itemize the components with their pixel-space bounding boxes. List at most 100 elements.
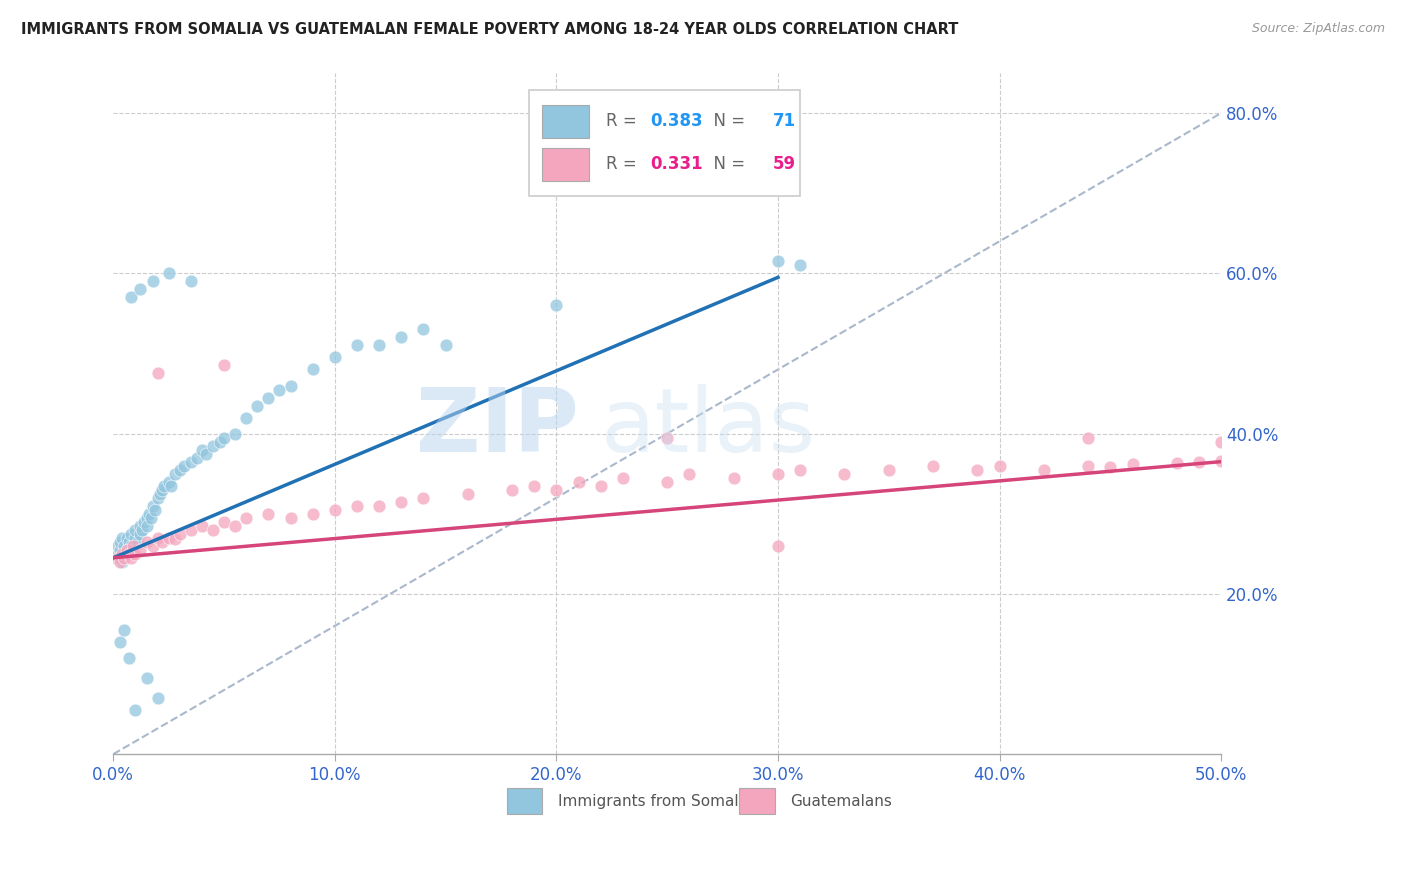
Point bbox=[546, 483, 568, 497]
Point bbox=[169, 463, 191, 477]
Point bbox=[142, 539, 165, 553]
Point bbox=[128, 282, 150, 296]
Text: N =: N = bbox=[703, 155, 749, 173]
Point bbox=[246, 399, 269, 413]
Point bbox=[723, 470, 745, 484]
Point bbox=[169, 526, 191, 541]
Point bbox=[160, 478, 183, 492]
Point bbox=[1077, 431, 1099, 445]
Point bbox=[120, 290, 142, 304]
Point bbox=[389, 330, 412, 344]
Text: Immigrants from Somalia: Immigrants from Somalia bbox=[558, 794, 752, 809]
Point bbox=[135, 518, 157, 533]
Text: Guatemalans: Guatemalans bbox=[790, 794, 891, 809]
Point bbox=[434, 338, 457, 352]
Point bbox=[115, 531, 138, 545]
Point bbox=[108, 542, 131, 557]
Text: atlas: atlas bbox=[600, 384, 815, 471]
Point bbox=[146, 491, 169, 505]
Point bbox=[128, 526, 150, 541]
Point bbox=[149, 486, 172, 500]
Point bbox=[212, 359, 235, 373]
Text: IMMIGRANTS FROM SOMALIA VS GUATEMALAN FEMALE POVERTY AMONG 18-24 YEAR OLDS CORRE: IMMIGRANTS FROM SOMALIA VS GUATEMALAN FE… bbox=[21, 22, 959, 37]
Point bbox=[111, 547, 134, 561]
Point bbox=[501, 483, 523, 497]
Point bbox=[568, 475, 591, 489]
Point bbox=[201, 439, 224, 453]
Point bbox=[108, 555, 131, 569]
Point bbox=[212, 431, 235, 445]
Point bbox=[122, 542, 145, 557]
Point bbox=[834, 467, 856, 481]
Point bbox=[346, 338, 368, 352]
Point bbox=[135, 534, 157, 549]
Point bbox=[142, 499, 165, 513]
Point bbox=[180, 274, 202, 288]
Point bbox=[1032, 463, 1054, 477]
Point bbox=[173, 458, 195, 473]
Point bbox=[108, 635, 131, 649]
Point bbox=[323, 502, 346, 516]
Point bbox=[118, 547, 141, 561]
Text: 71: 71 bbox=[772, 112, 796, 130]
Point bbox=[1166, 456, 1188, 470]
Point bbox=[118, 534, 141, 549]
Point bbox=[124, 531, 146, 545]
Point bbox=[1211, 434, 1233, 449]
Point bbox=[118, 547, 141, 561]
Point bbox=[280, 378, 302, 392]
Point bbox=[412, 491, 434, 505]
Point bbox=[766, 539, 789, 553]
Text: ZIP: ZIP bbox=[416, 384, 579, 471]
Point bbox=[1121, 457, 1143, 471]
Point bbox=[180, 455, 202, 469]
Point bbox=[146, 367, 169, 381]
Point bbox=[135, 671, 157, 685]
Point bbox=[612, 470, 634, 484]
Point bbox=[138, 507, 160, 521]
Point bbox=[146, 531, 169, 545]
Bar bbox=[740, 789, 775, 814]
Text: Source: ZipAtlas.com: Source: ZipAtlas.com bbox=[1251, 22, 1385, 36]
Point bbox=[180, 523, 202, 537]
Point bbox=[157, 475, 180, 489]
Point bbox=[124, 547, 146, 561]
Point bbox=[922, 458, 945, 473]
Text: N =: N = bbox=[703, 112, 749, 130]
Text: R =: R = bbox=[606, 112, 643, 130]
Point bbox=[122, 539, 145, 553]
Point bbox=[135, 510, 157, 524]
Point bbox=[235, 510, 257, 524]
Point bbox=[412, 322, 434, 336]
Point bbox=[112, 550, 135, 565]
Point bbox=[457, 486, 479, 500]
Point bbox=[107, 539, 129, 553]
Point bbox=[789, 258, 811, 272]
Point bbox=[127, 534, 149, 549]
Point bbox=[120, 550, 142, 565]
Point bbox=[766, 254, 789, 268]
Point bbox=[157, 266, 180, 280]
Point bbox=[1211, 454, 1233, 468]
Point bbox=[657, 431, 679, 445]
Point bbox=[257, 391, 280, 405]
Point bbox=[224, 518, 246, 533]
Text: 0.383: 0.383 bbox=[651, 112, 703, 130]
Point bbox=[150, 534, 173, 549]
Point bbox=[389, 494, 412, 508]
Bar bbox=[543, 105, 589, 137]
Point bbox=[235, 410, 257, 425]
Point bbox=[201, 523, 224, 537]
Point bbox=[212, 515, 235, 529]
Point bbox=[1188, 455, 1211, 469]
Point bbox=[301, 362, 323, 376]
Point bbox=[191, 442, 214, 457]
Point bbox=[108, 534, 131, 549]
Point bbox=[128, 542, 150, 557]
Point bbox=[186, 450, 208, 465]
Point bbox=[146, 691, 169, 706]
Point bbox=[157, 531, 180, 545]
Point bbox=[1099, 460, 1122, 475]
Point bbox=[224, 426, 246, 441]
Point bbox=[1077, 458, 1099, 473]
